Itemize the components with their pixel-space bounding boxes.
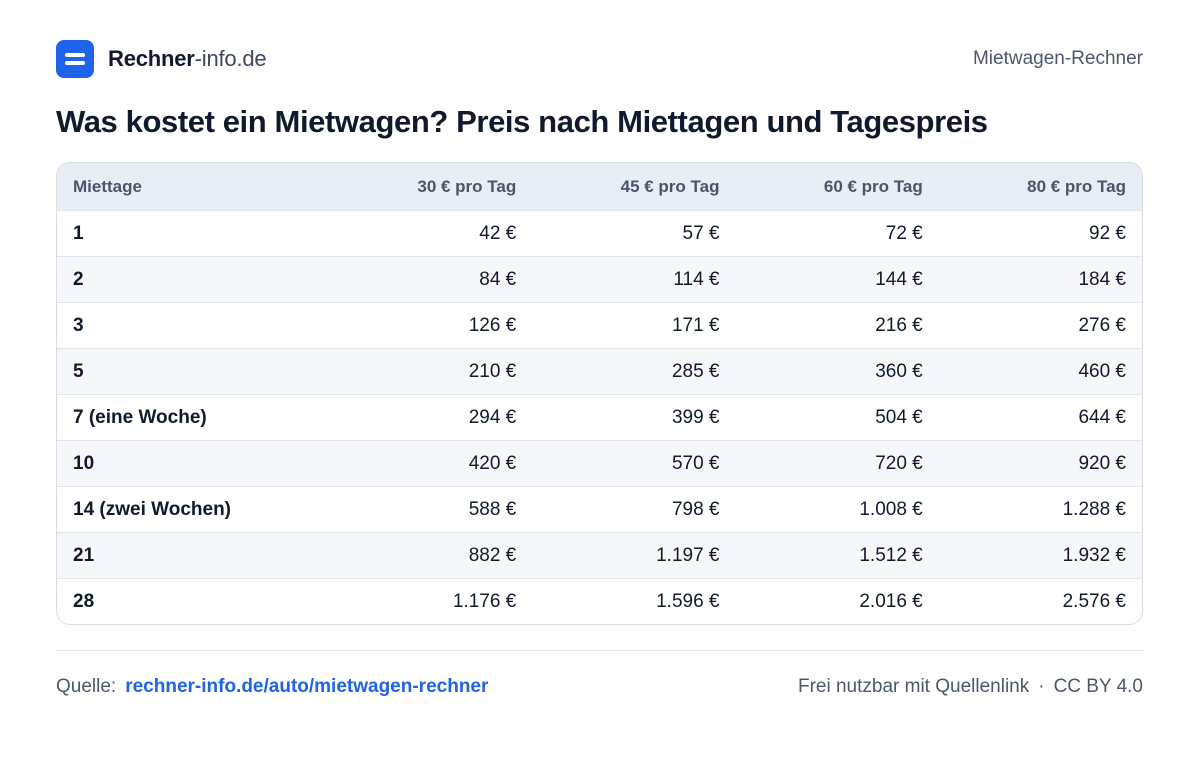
price-cell: 84 € bbox=[329, 256, 533, 303]
price-cell: 504 € bbox=[735, 394, 939, 441]
brand-name-light: -info.de bbox=[194, 46, 267, 71]
price-cell: 1.197 € bbox=[532, 532, 736, 579]
column-header: 80 € pro Tag bbox=[938, 163, 1142, 211]
price-table-container: Miettage 30 € pro Tag 45 € pro Tag 60 € pro… bbox=[56, 162, 1143, 625]
column-header: 60 € pro Tag bbox=[735, 163, 939, 211]
rental-days-cell: 5 bbox=[57, 348, 329, 395]
rental-days-cell: 2 bbox=[57, 256, 329, 303]
footer-divider bbox=[56, 650, 1144, 651]
table-header-row: Miettage 30 € pro Tag 45 € pro Tag 60 € pro… bbox=[57, 163, 1142, 211]
rental-days-cell: 28 bbox=[57, 578, 329, 624]
source: Quelle: rechner-info.de/auto/mietwagen-re… bbox=[56, 676, 488, 698]
price-cell: 420 € bbox=[329, 440, 533, 487]
logo-icon bbox=[56, 40, 94, 78]
brand-name: Rechner-info.de bbox=[108, 46, 267, 72]
table-row: 1 42 €57 €72 €92 € bbox=[57, 210, 1142, 257]
price-cell: 798 € bbox=[532, 486, 736, 533]
price-cell: 144 € bbox=[735, 256, 939, 303]
price-cell: 114 € bbox=[532, 256, 736, 303]
price-cell: 2.576 € bbox=[938, 578, 1142, 624]
price-cell: 1.288 € bbox=[938, 486, 1142, 533]
table-row: 3 126 €171 €216 €276 € bbox=[57, 302, 1142, 349]
table-row: 14 (zwei Wochen) 588 €798 €1.008 €1.288 € bbox=[57, 486, 1142, 533]
price-cell: 126 € bbox=[329, 302, 533, 349]
table-row: 10 420 €570 €720 €920 € bbox=[57, 440, 1142, 487]
price-cell: 720 € bbox=[735, 440, 939, 487]
column-header: 30 € pro Tag bbox=[329, 163, 533, 211]
license-name: CC BY 4.0 bbox=[1053, 676, 1143, 697]
source-link[interactable]: rechner-info.de/auto/mietwagen-rechner bbox=[125, 676, 489, 697]
price-cell: 2.016 € bbox=[735, 578, 939, 624]
rental-days-cell: 1 bbox=[57, 210, 329, 257]
table-row: 21 882 €1.197 €1.512 €1.932 € bbox=[57, 532, 1142, 579]
price-cell: 588 € bbox=[329, 486, 533, 533]
price-cell: 1.512 € bbox=[735, 532, 939, 579]
rental-days-cell: 10 bbox=[57, 440, 329, 487]
price-cell: 72 € bbox=[735, 210, 939, 257]
price-cell: 276 € bbox=[938, 302, 1142, 349]
rental-days-cell: 7 (eine Woche) bbox=[57, 394, 329, 441]
table-row: 5 210 €285 €360 €460 € bbox=[57, 348, 1142, 395]
calculator-name: Mietwagen-Rechner bbox=[972, 48, 1143, 69]
page-footer: Quelle: rechner-info.de/auto/mietwagen-re… bbox=[56, 676, 1143, 698]
rental-days-cell: 21 bbox=[57, 532, 329, 579]
table-row: 28 1.176 €1.596 €2.016 €2.576 € bbox=[57, 578, 1142, 624]
rental-days-cell: 3 bbox=[57, 302, 329, 349]
table-row: 7 (eine Woche) 294 €399 €504 €644 € bbox=[57, 394, 1142, 441]
column-header: 45 € pro Tag bbox=[532, 163, 736, 211]
price-cell: 184 € bbox=[938, 256, 1142, 303]
price-cell: 1.008 € bbox=[735, 486, 939, 533]
page-title: Was kostet ein Mietwagen? Preis nach Mie… bbox=[56, 104, 988, 139]
price-cell: 644 € bbox=[938, 394, 1142, 441]
price-cell: 171 € bbox=[532, 302, 736, 349]
table-body: 1 42 €57 €72 €92 €2 84 €114 €144 €184 €3 12… bbox=[57, 210, 1142, 624]
page-header: Rechner-info.de Mietwagen-Rechner bbox=[56, 40, 1143, 78]
price-cell: 882 € bbox=[329, 532, 533, 579]
price-cell: 399 € bbox=[532, 394, 736, 441]
license-separator: · bbox=[1038, 676, 1045, 697]
price-cell: 57 € bbox=[532, 210, 736, 257]
price-cell: 1.596 € bbox=[532, 578, 736, 624]
price-cell: 216 € bbox=[735, 302, 939, 349]
price-cell: 460 € bbox=[938, 348, 1142, 395]
rental-days-cell: 14 (zwei Wochen) bbox=[57, 486, 329, 533]
column-header: Miettage bbox=[57, 163, 329, 211]
price-cell: 92 € bbox=[938, 210, 1142, 257]
price-cell: 210 € bbox=[329, 348, 533, 395]
brand[interactable]: Rechner-info.de bbox=[56, 40, 267, 78]
table-row: 2 84 €114 €144 €184 € bbox=[57, 256, 1142, 303]
price-cell: 42 € bbox=[329, 210, 533, 257]
price-cell: 285 € bbox=[532, 348, 736, 395]
price-table: Miettage 30 € pro Tag 45 € pro Tag 60 € pro… bbox=[57, 163, 1142, 624]
price-cell: 1.932 € bbox=[938, 532, 1142, 579]
brand-name-bold: Rechner bbox=[108, 46, 195, 71]
license: Frei nutzbar mit Quellenlink · CC BY 4.0 bbox=[798, 676, 1143, 698]
price-cell: 570 € bbox=[532, 440, 736, 487]
price-cell: 920 € bbox=[938, 440, 1142, 487]
price-cell: 294 € bbox=[329, 394, 533, 441]
price-cell: 360 € bbox=[735, 348, 939, 395]
price-cell: 1.176 € bbox=[329, 578, 533, 624]
source-label: Quelle: bbox=[56, 676, 117, 697]
license-text: Frei nutzbar mit Quellenlink bbox=[797, 676, 1030, 697]
